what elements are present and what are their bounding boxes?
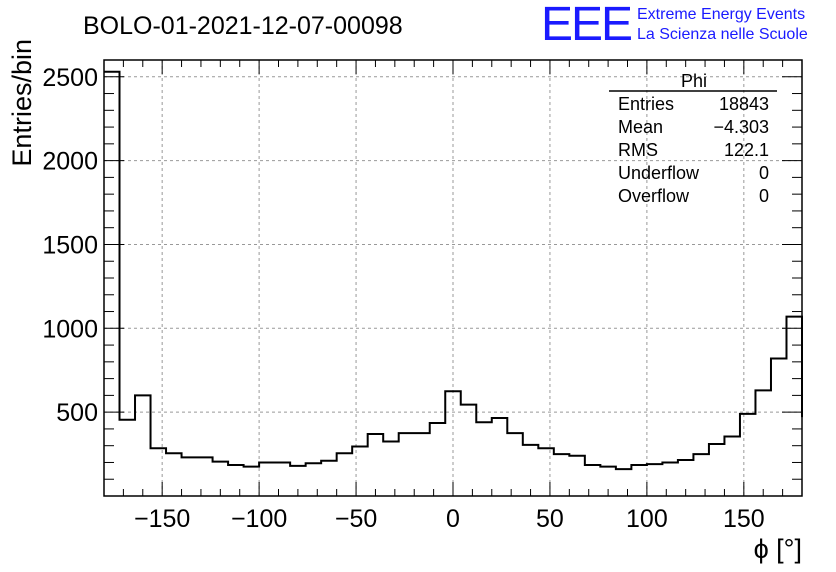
stats-row-value: 122.1 <box>724 140 769 160</box>
plot-title: BOLO-01-2021-12-07-00098 <box>83 12 403 40</box>
eee-logo: EEE <box>541 0 631 51</box>
stats-row-label: Underflow <box>618 163 700 183</box>
stats-row-label: Entries <box>618 94 674 114</box>
stats-box: Phi Entries 18843 Mean −4.303 RMS 122.1 Underf… <box>609 71 777 206</box>
axis-ticks <box>103 60 803 496</box>
y-tick-label: 2500 <box>42 64 98 92</box>
x-tick-label: −50 <box>335 505 377 533</box>
x-tick-label: 0 <box>446 505 460 533</box>
y-tick-label: 1500 <box>42 231 98 259</box>
stats-box-title: Phi <box>681 71 707 91</box>
x-tick-label: 150 <box>723 505 765 533</box>
y-tick-label: 1000 <box>42 315 98 343</box>
stats-row-label: Overflow <box>618 186 690 206</box>
stats-row-value: 18843 <box>719 94 769 114</box>
y-tick-label: 2000 <box>42 148 98 176</box>
stats-row-value: 0 <box>759 163 769 183</box>
x-tick-label: −100 <box>231 505 287 533</box>
histogram-step-line <box>104 70 803 471</box>
y-axis-label: Entries/bin <box>7 39 37 167</box>
logo-subtitle-line1: Extreme Energy Events <box>637 6 805 23</box>
y-tick-label: 500 <box>56 399 98 427</box>
logo-subtitle-line2: La Scienza nelle Scuole <box>637 26 808 43</box>
x-axis-label: ϕ [°] <box>754 534 802 564</box>
stats-row-value: −4.303 <box>713 117 769 137</box>
x-tick-label: 50 <box>536 505 564 533</box>
stats-row-label: Mean <box>618 117 663 137</box>
stats-row-label: RMS <box>618 140 658 160</box>
x-tick-label: 100 <box>626 505 668 533</box>
grid-lines <box>104 60 802 496</box>
stats-row-value: 0 <box>759 186 769 206</box>
x-tick-labels: −150 −100 −50 0 50 100 150 <box>134 505 765 533</box>
x-tick-label: −150 <box>134 505 190 533</box>
y-tick-labels: 500 1000 1500 2000 2500 <box>42 64 98 427</box>
